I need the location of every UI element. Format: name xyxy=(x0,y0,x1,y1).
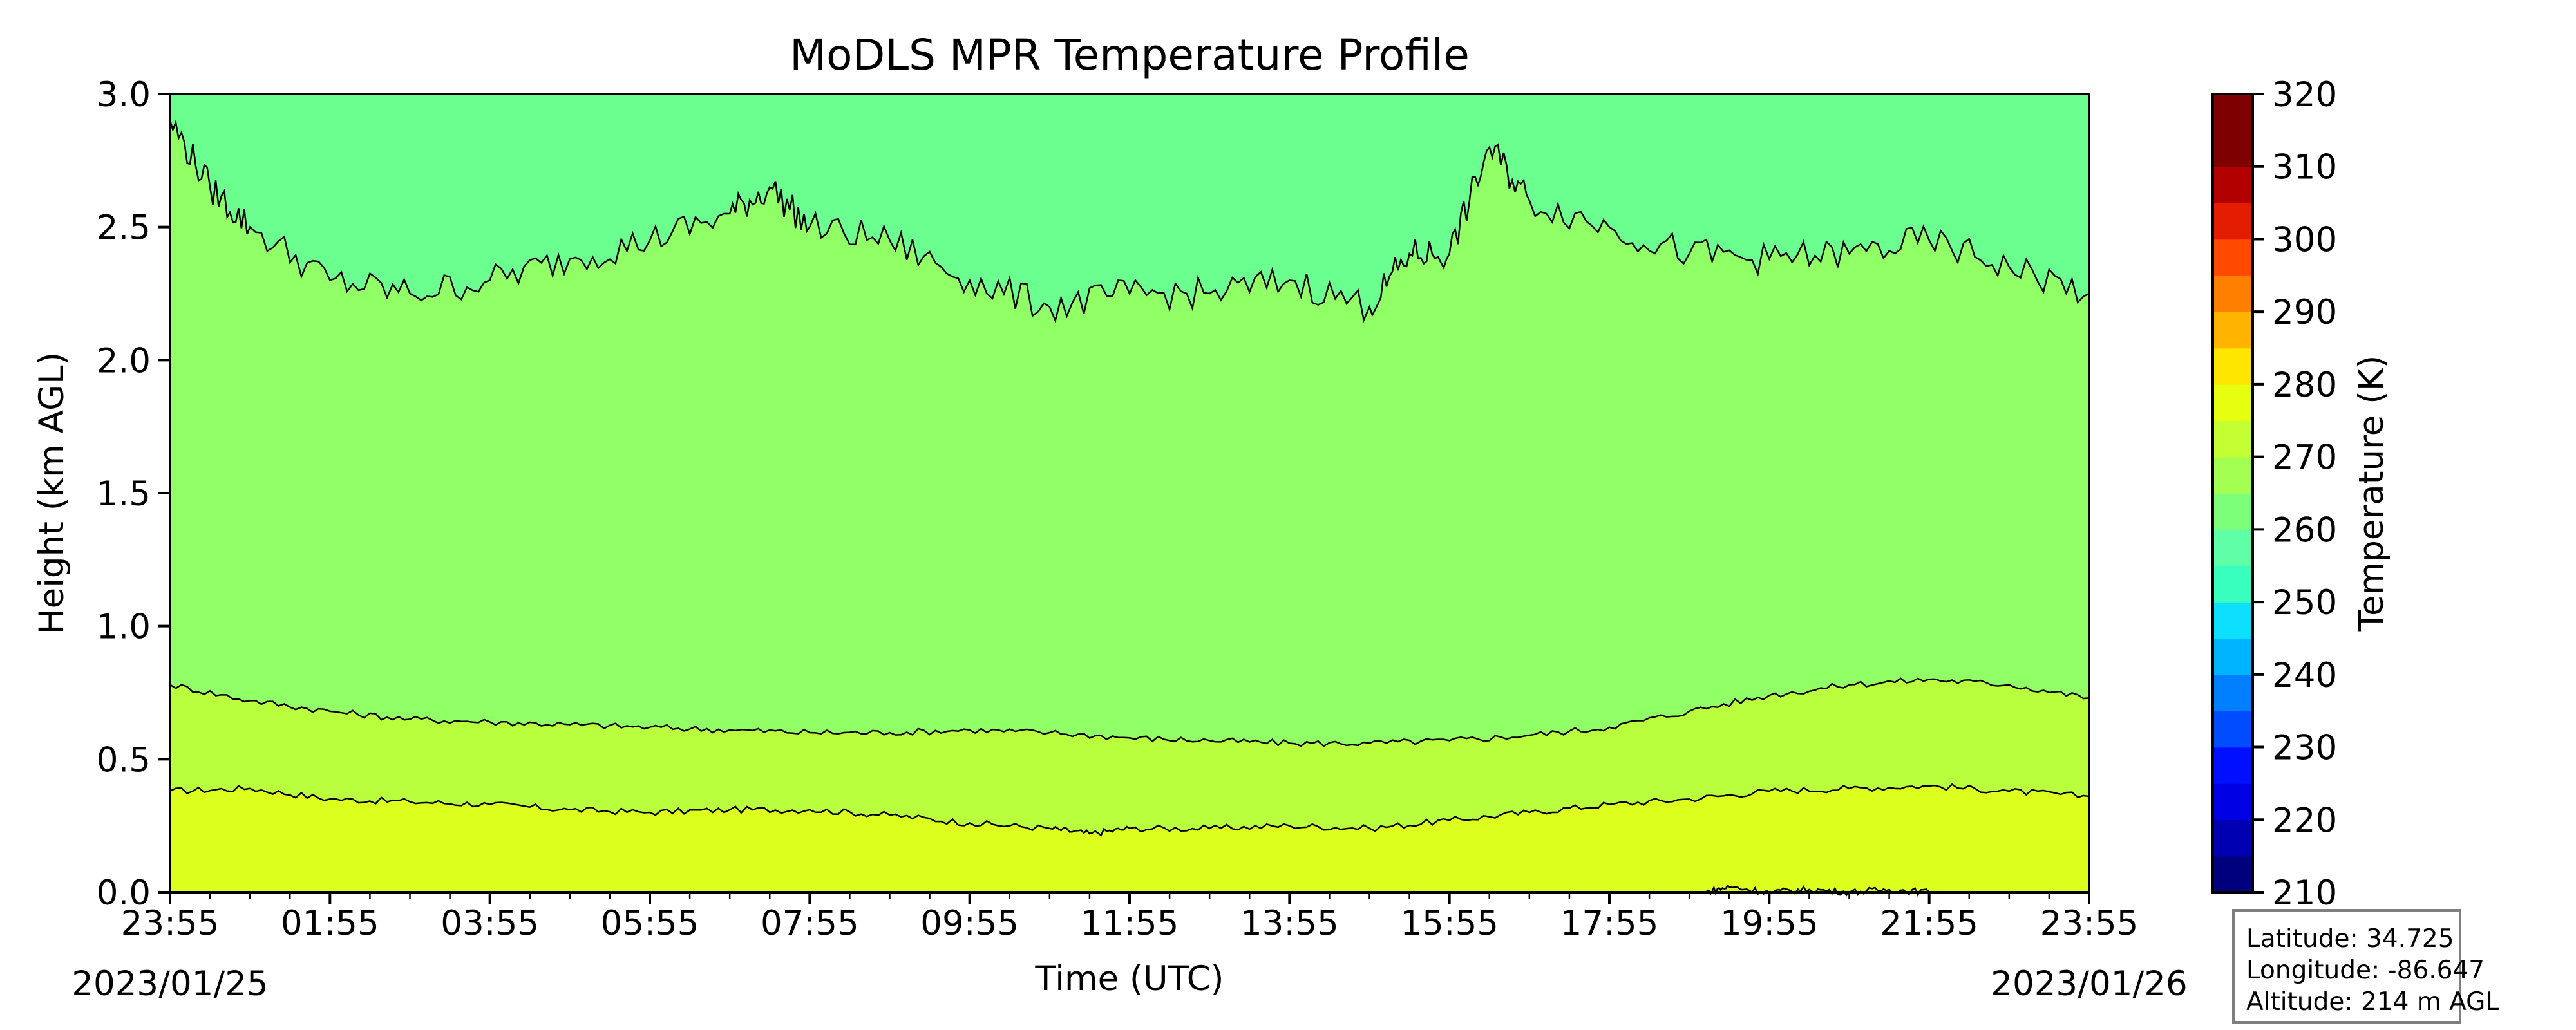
colorbar-segment xyxy=(2213,638,2253,675)
colorbar-segment xyxy=(2213,602,2253,639)
station-info-box: Latitude: 34.725 Longitude: -86.647 Alti… xyxy=(2232,909,2500,1024)
colorbar-segment xyxy=(2213,239,2253,276)
x-tick-label: 17:55 xyxy=(1560,904,1659,943)
colorbar-segment xyxy=(2213,711,2253,748)
altitude-text: Altitude: 214 m AGL xyxy=(2246,988,2500,1016)
colorbar-segment xyxy=(2213,166,2253,203)
end-date: 2023/01/26 xyxy=(1991,964,2187,1004)
y-tick-label: 2.5 xyxy=(97,209,151,248)
colorbar-segment xyxy=(2213,783,2253,821)
colorbar-tick-label: 240 xyxy=(2272,656,2337,695)
axis-ticks: 23:55 01:55 03:55 05:55 07:55 09:55 11:55 13:55… xyxy=(97,75,2139,943)
colorbar-segment xyxy=(2213,456,2253,494)
colorbar-segment xyxy=(2213,275,2253,312)
y-tick-label: 0.5 xyxy=(97,740,151,780)
contour-line-270 xyxy=(169,119,2090,323)
colorbar-tick-label: 320 xyxy=(2272,75,2337,115)
y-tick-label: 0.0 xyxy=(97,874,151,913)
x-tick-label: 05:55 xyxy=(601,904,699,943)
contour-lines xyxy=(169,119,2090,897)
colorbar-segment xyxy=(2213,856,2253,893)
y-tick-label: 2.0 xyxy=(97,341,151,380)
colorbar-tick-label: 230 xyxy=(2272,729,2337,768)
latitude-text: Latitude: 34.725 xyxy=(2246,924,2454,953)
colorbar-segment xyxy=(2213,747,2253,784)
contour-line-285 xyxy=(1705,884,1930,897)
y-tick-label: 3.0 xyxy=(97,75,151,115)
y-tick-label: 1.0 xyxy=(97,608,151,647)
y-axis-label: Height (km AGL) xyxy=(32,352,71,635)
colorbar-tick-label: 280 xyxy=(2272,366,2337,405)
x-tick-label: 15:55 xyxy=(1400,904,1499,943)
colorbar-segment xyxy=(2213,130,2253,167)
colorbar-segment xyxy=(2213,203,2253,240)
band-280-285 xyxy=(170,784,2089,892)
y-tick-label: 1.5 xyxy=(97,474,151,514)
band-270-275 xyxy=(170,120,2089,892)
longitude-text: Longitude: -86.647 xyxy=(2246,956,2485,985)
colorbar-segment xyxy=(2213,384,2253,422)
x-tick-label: 11:55 xyxy=(1081,904,1179,943)
colorbar-segment xyxy=(2213,493,2253,530)
colorbar-label: Temperature (K) xyxy=(2352,355,2391,632)
x-tick-label: 19:55 xyxy=(1720,904,1819,943)
colorbar-tick-label: 310 xyxy=(2272,148,2337,187)
colorbar-tick-label: 210 xyxy=(2272,874,2337,913)
x-tick-label: 23:55 xyxy=(121,904,220,943)
colorbar-segment xyxy=(2213,674,2253,711)
x-tick-label: 03:55 xyxy=(440,904,539,943)
x-tick-label: 01:55 xyxy=(281,904,379,943)
colorbar-segment xyxy=(2213,348,2253,385)
colorbar-segment xyxy=(2213,565,2253,603)
colorbar-frame xyxy=(2211,93,2254,894)
colorbar-segment xyxy=(2213,819,2253,857)
x-axis-label: Time (UTC) xyxy=(1035,959,1224,998)
colorbar-segment xyxy=(2213,529,2253,566)
contour-line-280 xyxy=(169,783,2090,837)
x-tick-label: 09:55 xyxy=(920,904,1019,943)
colorbar-tick-label: 220 xyxy=(2272,801,2337,840)
colorbar-segment xyxy=(2213,312,2253,349)
x-tick-label: 13:55 xyxy=(1240,904,1339,943)
colorbar-tick-label: 260 xyxy=(2272,510,2337,550)
chart-title: MoDLS MPR Temperature Profile xyxy=(790,30,1470,80)
contour-line-275 xyxy=(169,677,2090,747)
x-tick-label: 07:55 xyxy=(761,904,859,943)
filled-contours xyxy=(170,94,2089,892)
x-tick-label: 21:55 xyxy=(1880,904,1978,943)
colorbar-tick-label: 270 xyxy=(2272,438,2337,478)
start-date: 2023/01/25 xyxy=(71,964,268,1004)
x-tick-label: 23:55 xyxy=(2040,904,2139,943)
colorbar-tick-label: 300 xyxy=(2272,220,2337,259)
colorbar-tick-label: 290 xyxy=(2272,293,2337,332)
colorbar-segment xyxy=(2213,94,2253,131)
colorbar-segment xyxy=(2213,420,2253,458)
colorbar-tick-label: 250 xyxy=(2272,583,2337,623)
colorbar: 210 220 230 240 250 260 270 280 290 300 310 320 xyxy=(2211,75,2337,913)
